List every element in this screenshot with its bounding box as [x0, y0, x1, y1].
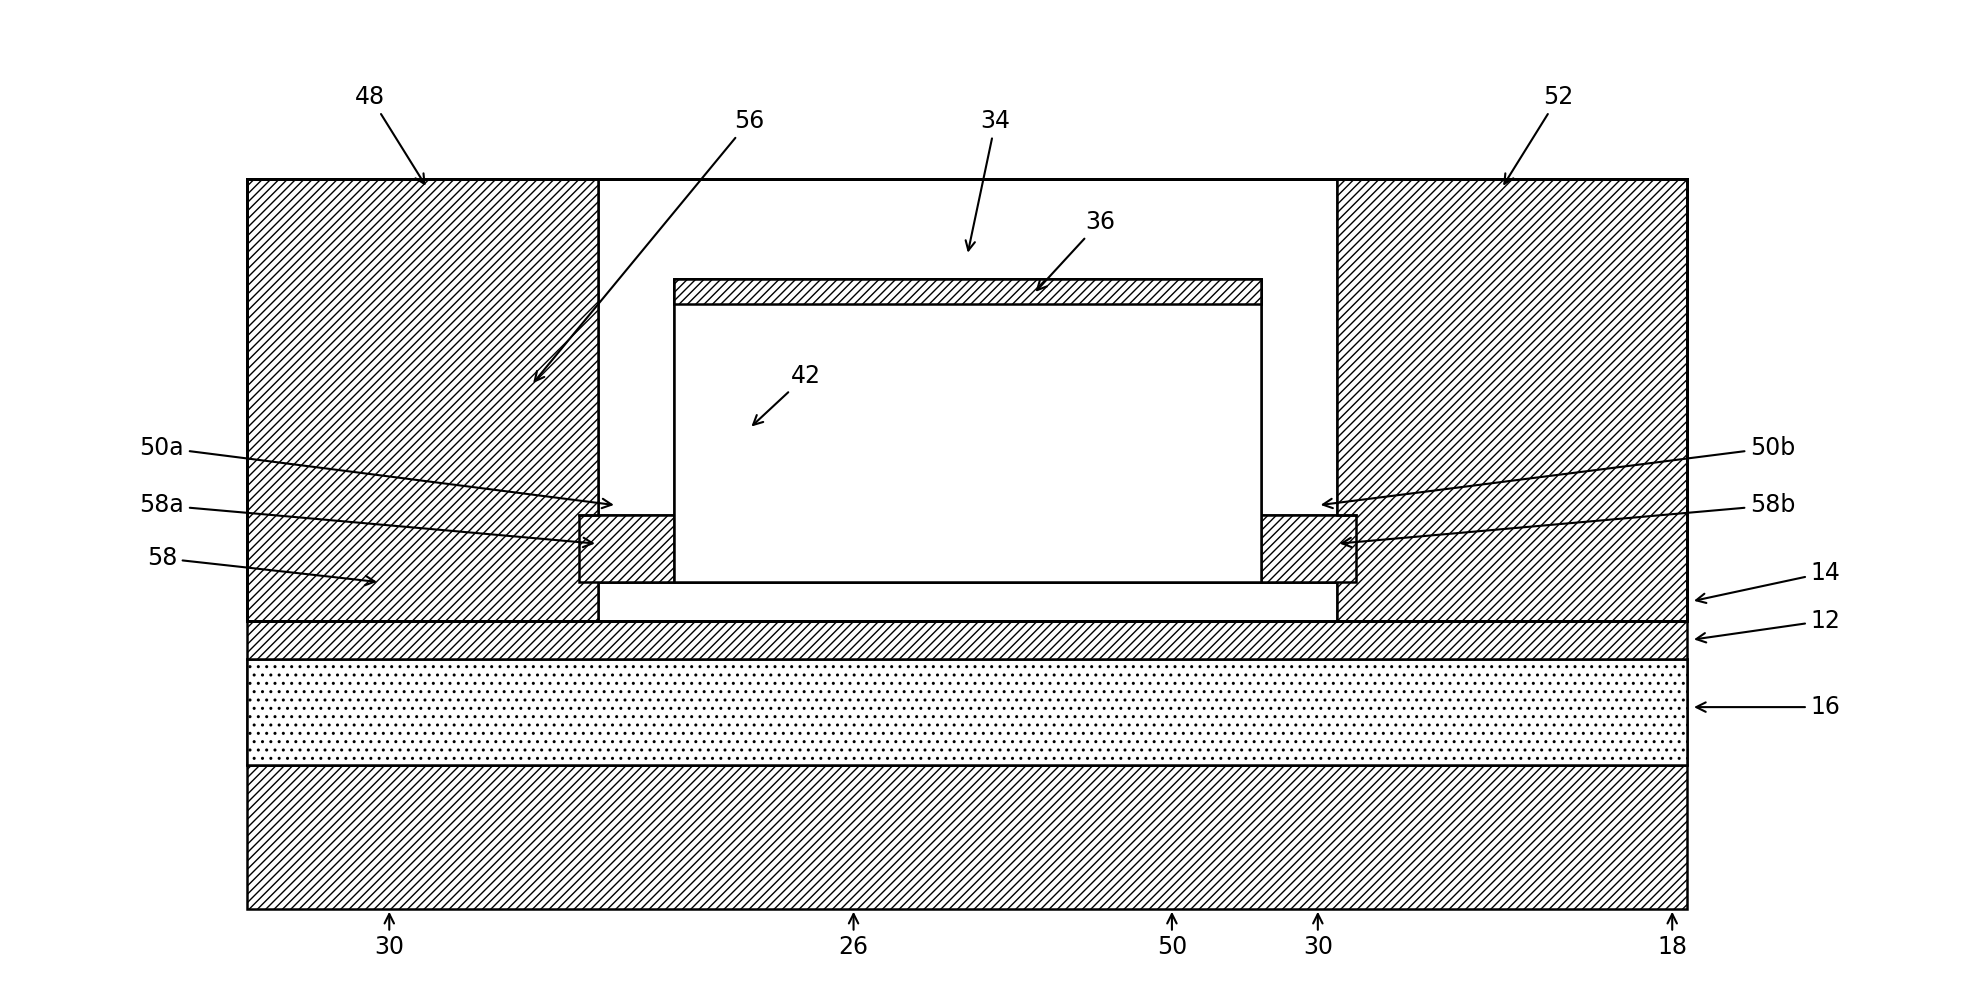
- Text: 50: 50: [1156, 914, 1186, 959]
- Text: 58: 58: [146, 547, 375, 586]
- Bar: [1261, 515, 1355, 583]
- Bar: [1336, 515, 1355, 621]
- Text: 18: 18: [1657, 914, 1687, 959]
- Text: 56: 56: [535, 109, 764, 381]
- Bar: [1336, 178, 1687, 621]
- Bar: [247, 621, 1687, 659]
- Text: 16: 16: [1695, 695, 1839, 719]
- Bar: [247, 178, 598, 621]
- Text: 52: 52: [1503, 85, 1572, 184]
- Text: 36: 36: [1036, 210, 1115, 290]
- Bar: [247, 178, 1687, 621]
- Text: 34: 34: [965, 109, 1010, 250]
- Bar: [247, 583, 1687, 621]
- Bar: [247, 659, 1687, 765]
- Text: 12: 12: [1695, 609, 1839, 643]
- Bar: [578, 515, 598, 621]
- Bar: [1261, 515, 1355, 583]
- Bar: [578, 515, 673, 583]
- Text: 26: 26: [839, 914, 868, 959]
- Bar: [247, 583, 1687, 621]
- Bar: [578, 515, 673, 583]
- Bar: [673, 279, 1261, 583]
- Text: 58b: 58b: [1342, 493, 1793, 548]
- Text: 50b: 50b: [1322, 435, 1793, 509]
- Text: 42: 42: [752, 363, 821, 425]
- Bar: [247, 659, 1687, 765]
- Bar: [247, 178, 598, 621]
- Text: 50a: 50a: [140, 435, 612, 509]
- Text: 30: 30: [375, 914, 404, 959]
- Bar: [247, 765, 1687, 909]
- Text: 30: 30: [1302, 914, 1332, 959]
- Bar: [673, 279, 1261, 303]
- Text: 14: 14: [1695, 561, 1839, 603]
- Bar: [247, 583, 1687, 621]
- Bar: [1336, 178, 1687, 621]
- Text: 48: 48: [355, 85, 424, 184]
- Bar: [673, 279, 1261, 303]
- Bar: [673, 279, 1261, 583]
- Text: 58a: 58a: [140, 493, 592, 548]
